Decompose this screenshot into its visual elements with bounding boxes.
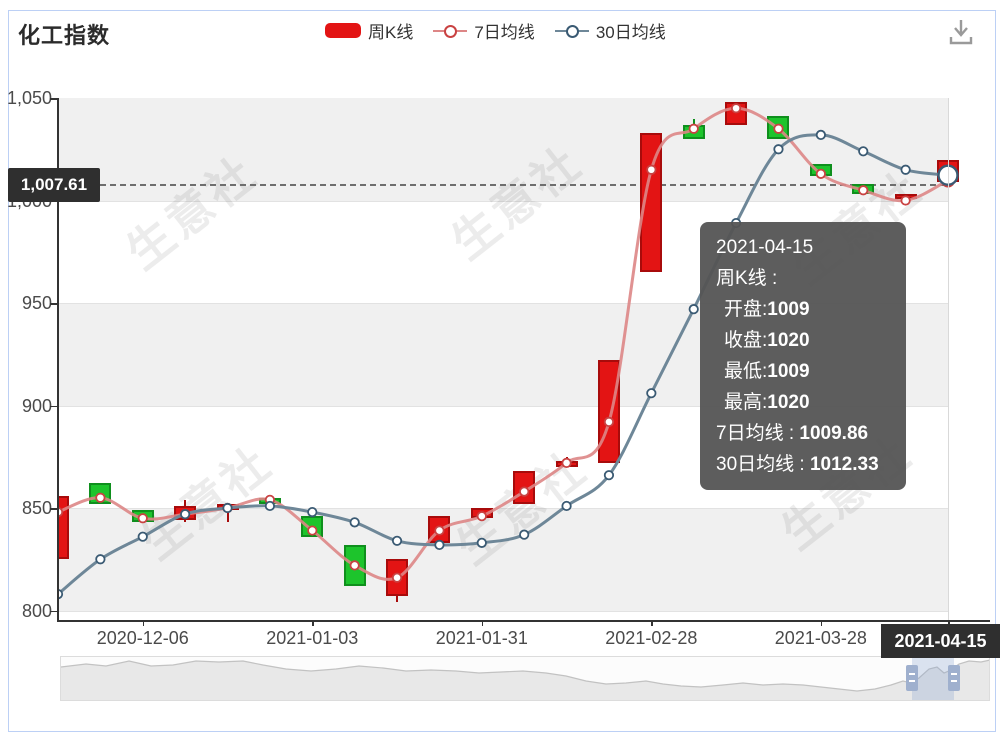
candlestick[interactable] <box>131 510 154 523</box>
legend-label: 30日均线 <box>595 23 666 42</box>
x-axis-tick <box>651 620 653 626</box>
tooltip-row: 7日均线 : 1009.86 <box>716 423 869 444</box>
candlestick[interactable] <box>767 116 790 139</box>
x-axis-tick <box>481 620 484 626</box>
candlestick[interactable] <box>301 516 324 537</box>
download-icon[interactable] <box>943 14 979 50</box>
datazoom-handle-left[interactable] <box>906 665 918 691</box>
tooltip-row: 最低:1009 <box>724 361 810 382</box>
candlestick[interactable] <box>809 163 832 176</box>
navigator-overview-chart <box>60 659 991 700</box>
candlestick[interactable] <box>725 102 748 125</box>
ma-marker <box>603 470 615 481</box>
y-axis-tick <box>50 508 57 510</box>
datazoom-navigator[interactable] <box>60 656 991 701</box>
y-axis-label: 800 <box>21 600 52 621</box>
x-axis-pointer-badge: 2021-04-15 <box>881 624 1000 658</box>
grid-line <box>57 610 948 612</box>
candlestick[interactable] <box>216 503 239 511</box>
candlestick[interactable] <box>89 483 112 504</box>
candlestick[interactable] <box>343 544 366 586</box>
marker-dashed-line <box>100 183 946 186</box>
candlestick[interactable] <box>682 124 705 139</box>
y-axis-pointer-badge: 1,007.61 <box>8 168 100 202</box>
tooltip-date: 2021-04-15 <box>716 237 814 258</box>
x-axis-line <box>57 620 990 622</box>
datazoom-selection-window[interactable] <box>912 657 954 700</box>
candlestick[interactable] <box>894 194 917 200</box>
y-axis-label: 900 <box>21 395 52 416</box>
candlestick[interactable] <box>386 559 409 597</box>
x-axis-label: 2021-03-28 <box>774 628 867 648</box>
candlestick[interactable] <box>555 460 578 467</box>
y-axis-tick <box>50 303 57 305</box>
x-axis-label: 2021-02-28 <box>605 628 698 648</box>
candlestick[interactable] <box>470 508 493 519</box>
legend-label: 7日均线 <box>474 23 535 42</box>
y-axis-line <box>57 98 59 620</box>
legend: 周K线 7日均线 30日均线 <box>325 18 666 43</box>
candlestick[interactable] <box>640 132 663 273</box>
chart-page: { "header": { "title": "化工指数", "legend":… <box>8 10 1000 732</box>
tooltip-row: 开盘:1009 <box>724 299 810 320</box>
candlestick-swatch-icon <box>325 23 361 38</box>
tooltip: 2021-04-15 周K线 : 开盘:1009 收盘:1020 最低:1009 最高… <box>700 222 906 490</box>
x-axis-tick <box>312 620 314 626</box>
line-marker-icon <box>554 24 589 38</box>
tooltip-row: 收盘:1020 <box>724 330 810 351</box>
candlestick[interactable] <box>174 505 197 521</box>
candlestick[interactable] <box>852 184 875 195</box>
x-axis-label: 2021-01-03 <box>266 628 359 648</box>
page-title: 化工指数 <box>18 23 111 48</box>
datazoom-handle-right[interactable] <box>948 665 960 691</box>
x-axis-label: 2020-12-06 <box>96 628 189 648</box>
y-axis-label: 1,050 <box>8 88 52 108</box>
legend-item-weekly-kline[interactable]: 周K线 <box>325 18 413 43</box>
candlestick[interactable] <box>513 471 536 504</box>
line-marker-icon <box>433 24 468 38</box>
x-axis-tick <box>142 620 145 626</box>
x-axis-label: 2021-01-31 <box>435 628 528 648</box>
candlestick[interactable] <box>597 360 620 463</box>
x-axis-tick <box>820 620 823 626</box>
tooltip-row: 30日均线 : 1012.33 <box>716 454 879 475</box>
legend-item-ma30[interactable]: 30日均线 <box>554 18 666 43</box>
tooltip-row: 最高:1020 <box>724 392 810 413</box>
candlestick[interactable] <box>258 497 281 504</box>
y-axis-label: 950 <box>21 293 52 313</box>
y-axis-tick <box>50 610 57 612</box>
x-axis-tick <box>948 620 950 626</box>
y-axis-tick <box>50 98 57 100</box>
plot-right-border <box>948 98 949 620</box>
y-axis-tick <box>50 405 57 407</box>
legend-item-ma7[interactable]: 7日均线 <box>433 18 535 43</box>
candlestick[interactable] <box>428 516 451 543</box>
tooltip-series-title: 周K线 : <box>716 268 778 289</box>
y-axis-label: 850 <box>21 498 52 518</box>
legend-label: 周K线 <box>368 23 414 42</box>
